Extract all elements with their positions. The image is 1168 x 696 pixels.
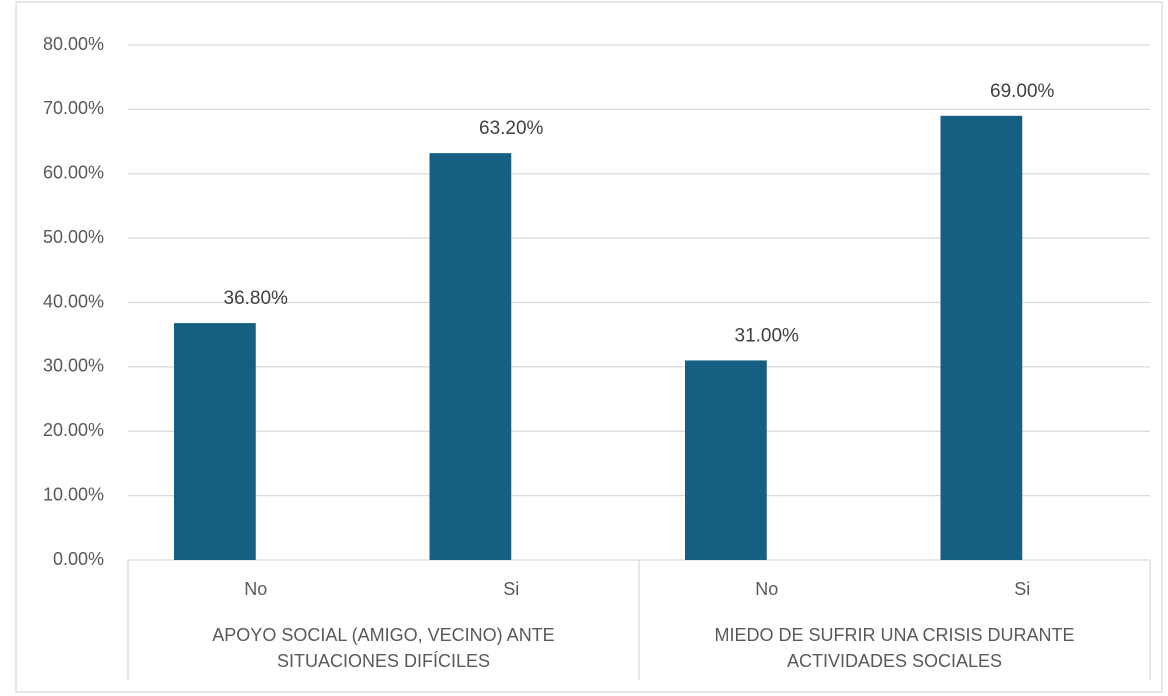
x-tick-label: No <box>244 579 267 599</box>
x-tick-label: Si <box>1014 579 1030 599</box>
bar <box>940 115 1023 560</box>
bar <box>684 360 767 560</box>
y-tick-label: 80.00% <box>43 34 104 54</box>
data-label: 36.80% <box>224 288 289 309</box>
y-tick-label: 40.00% <box>43 291 104 311</box>
y-tick-label: 70.00% <box>43 98 104 118</box>
group-label: APOYO SOCIAL (AMIGO, VECINO) ANTE <box>212 625 554 645</box>
data-label: 69.00% <box>990 81 1055 102</box>
y-tick-label: 10.00% <box>43 484 104 504</box>
y-tick-label: 50.00% <box>43 227 104 247</box>
x-tick-label: No <box>755 579 778 599</box>
y-tick-label: 20.00% <box>43 420 104 440</box>
x-tick-label: Si <box>503 579 519 599</box>
bar <box>173 323 256 560</box>
y-tick-label: 30.00% <box>43 356 104 376</box>
data-label: 63.20% <box>479 118 544 139</box>
data-label: 31.00% <box>735 325 800 346</box>
group-label: MIEDO DE SUFRIR UNA CRISIS DURANTE <box>714 625 1074 645</box>
y-tick-label: 0.00% <box>53 549 104 569</box>
group-label: SITUACIONES DIFÍCILES <box>277 651 490 671</box>
group-label: ACTIVIDADES SOCIALES <box>787 651 1002 671</box>
bar <box>429 153 512 560</box>
y-tick-label: 60.00% <box>43 163 104 183</box>
